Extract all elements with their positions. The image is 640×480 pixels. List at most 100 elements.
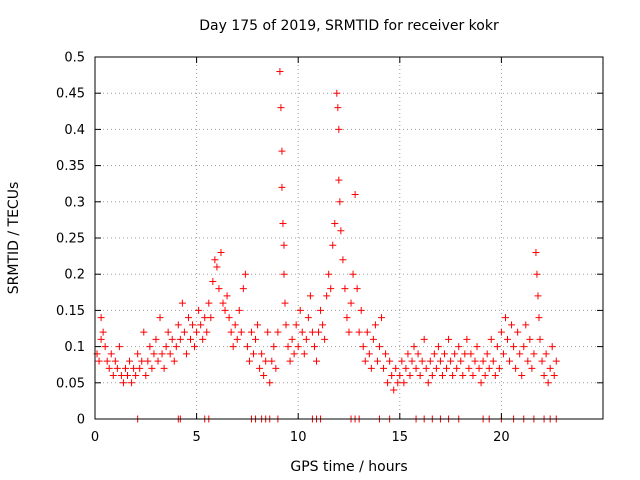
data-point xyxy=(319,321,327,329)
data-point xyxy=(262,357,270,365)
data-point xyxy=(327,285,335,293)
data-point xyxy=(331,220,339,228)
data-point xyxy=(164,328,172,336)
data-point xyxy=(424,379,432,387)
x-tick-label: 15 xyxy=(392,430,409,445)
data-point xyxy=(392,364,400,372)
data-point xyxy=(97,314,105,322)
data-point xyxy=(438,372,446,380)
data-point xyxy=(136,364,144,372)
data-point xyxy=(345,328,353,336)
data-point xyxy=(434,343,442,351)
data-point xyxy=(497,328,505,336)
data-point xyxy=(533,270,541,278)
x-tick-label: 0 xyxy=(91,430,99,445)
data-point xyxy=(367,364,375,372)
data-point xyxy=(191,343,199,351)
data-point xyxy=(483,350,491,358)
data-point xyxy=(447,357,455,365)
data-point xyxy=(351,191,359,199)
data-point xyxy=(477,379,485,387)
chart-title: Day 175 of 2019, SRMTID for receiver kok… xyxy=(199,18,499,34)
data-point xyxy=(223,292,231,300)
data-point xyxy=(520,343,528,351)
data-point xyxy=(538,357,546,365)
data-point xyxy=(270,343,278,351)
data-point xyxy=(524,357,532,365)
data-point xyxy=(119,379,127,387)
data-point xyxy=(495,364,503,372)
data-point xyxy=(193,328,201,336)
data-point xyxy=(410,343,418,351)
data-point xyxy=(109,372,117,380)
data-point xyxy=(467,350,475,358)
data-point xyxy=(550,372,558,380)
data-point xyxy=(154,357,162,365)
y-tick-label: 0.2 xyxy=(64,268,85,283)
data-point xyxy=(353,285,361,293)
data-point xyxy=(227,328,235,336)
data-point xyxy=(225,314,233,322)
data-point xyxy=(310,343,318,351)
data-point xyxy=(213,263,221,271)
data-point xyxy=(349,270,357,278)
data-point xyxy=(256,364,264,372)
data-point xyxy=(522,321,530,329)
data-point xyxy=(235,306,243,314)
data-point xyxy=(436,357,444,365)
data-point xyxy=(258,350,266,358)
data-point xyxy=(97,335,105,343)
data-point xyxy=(124,372,132,380)
data-point xyxy=(416,372,424,380)
x-axis-label: GPS time / hours xyxy=(290,459,407,475)
data-point xyxy=(142,372,150,380)
data-point xyxy=(422,364,430,372)
data-point xyxy=(329,241,337,249)
data-point xyxy=(272,364,280,372)
data-point xyxy=(211,256,219,264)
data-point xyxy=(493,343,501,351)
data-point xyxy=(455,343,463,351)
data-point xyxy=(512,364,520,372)
data-point xyxy=(264,328,272,336)
data-point xyxy=(451,350,459,358)
data-point xyxy=(357,306,365,314)
y-tick-label: 0 xyxy=(77,413,85,428)
data-point xyxy=(278,183,286,191)
data-point xyxy=(534,292,542,300)
data-point xyxy=(215,285,223,293)
data-point xyxy=(144,357,152,365)
data-point xyxy=(276,67,284,75)
data-point xyxy=(197,321,205,329)
data-point xyxy=(99,328,107,336)
data-point xyxy=(279,220,287,228)
data-point xyxy=(199,335,207,343)
data-point xyxy=(388,372,396,380)
data-point xyxy=(542,350,550,358)
data-point xyxy=(201,314,209,322)
data-point xyxy=(336,198,344,206)
data-point xyxy=(172,343,180,351)
data-point xyxy=(334,104,342,112)
data-point xyxy=(290,350,298,358)
data-point xyxy=(152,335,160,343)
data-point xyxy=(111,357,119,365)
data-point xyxy=(166,350,174,358)
x-tick-label: 10 xyxy=(290,430,307,445)
y-tick-label: 0.25 xyxy=(56,232,85,247)
data-point xyxy=(400,379,408,387)
data-point xyxy=(428,372,436,380)
data-point xyxy=(229,343,237,351)
data-point xyxy=(249,350,257,358)
data-point xyxy=(469,372,477,380)
data-point xyxy=(406,372,414,380)
data-point xyxy=(140,328,148,336)
data-point xyxy=(288,335,296,343)
data-point xyxy=(231,321,239,329)
data-point xyxy=(475,364,483,372)
data-point xyxy=(282,321,290,329)
data-point xyxy=(146,343,154,351)
data-point xyxy=(432,364,440,372)
data-point xyxy=(443,364,451,372)
